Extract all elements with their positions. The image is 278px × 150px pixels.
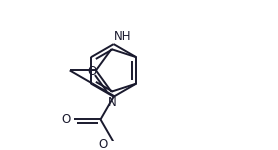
- Text: O: O: [99, 138, 108, 150]
- Text: N: N: [108, 96, 117, 109]
- Text: O: O: [88, 65, 97, 78]
- Text: NH: NH: [114, 30, 132, 43]
- Text: O: O: [61, 113, 71, 126]
